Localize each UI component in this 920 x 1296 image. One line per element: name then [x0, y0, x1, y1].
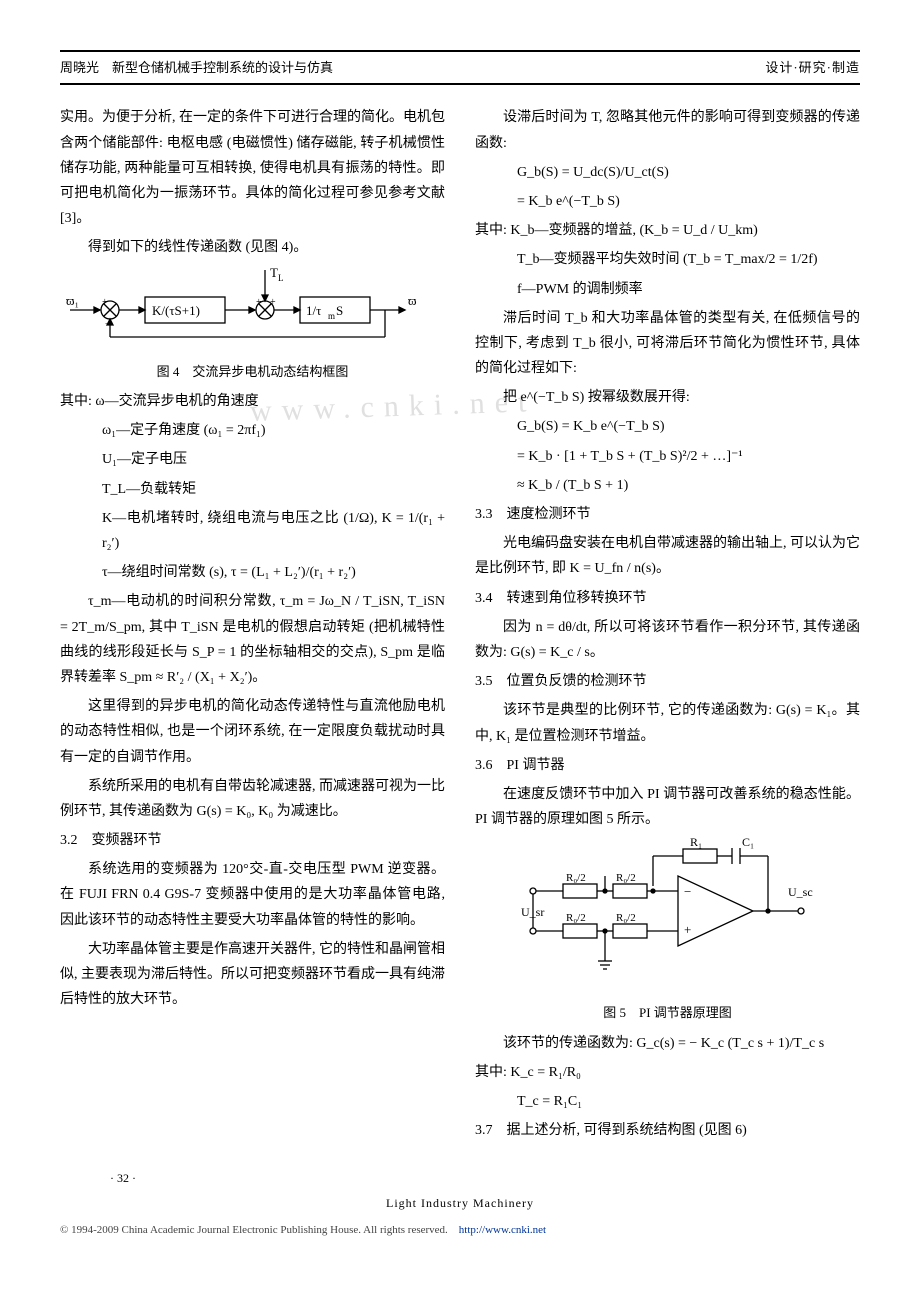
svg-text:R₀/2: R₀/2	[616, 872, 636, 884]
journal-name: Light Industry Machinery	[60, 1193, 860, 1215]
section-3-4: 3.4 转速到角位移转换环节	[475, 586, 860, 611]
svg-text:1/τ: 1/τ	[306, 303, 321, 318]
svg-text:U_sr: U_sr	[521, 905, 544, 919]
page-number: · 32 ·	[110, 1168, 860, 1190]
para: 因为 n = dθ/dt, 所以可将该环节看作一积分环节, 其传递函数为: G(…	[475, 615, 860, 665]
para: 其中: K_c = R₁/R₀	[475, 1060, 860, 1085]
para: τ—绕组时间常数 (s), τ = (L₁ + L₂′)/(r₁ + r₂′)	[102, 560, 445, 585]
para: 得到如下的线性传递函数 (见图 4)。	[60, 235, 445, 260]
section-3-6: 3.6 PI 调节器	[475, 753, 860, 778]
eq: = K_b e^(−T_b S)	[517, 189, 860, 214]
content-columns: 实用。为便于分析, 在一定的条件下可进行合理的简化。电机包含两个储能部件: 电枢…	[60, 105, 860, 1147]
section-3-5: 3.5 位置负反馈的检测环节	[475, 669, 860, 694]
svg-text:+: +	[684, 922, 691, 937]
svg-text:K/(τS+1): K/(τS+1)	[152, 303, 200, 318]
right-column: 设滞后时间为 T, 忽略其他元件的影响可得到变频器的传递函数: G_b(S) =…	[475, 105, 860, 1147]
eq: G_b(S) = K_b e^(−T_b S)	[517, 414, 860, 439]
fig4-caption: 图 4 交流异步电机动态结构框图	[60, 360, 445, 383]
svg-text:m: m	[328, 311, 335, 321]
section-3-3: 3.3 速度检测环节	[475, 502, 860, 527]
page-footer: · 32 · Light Industry Machinery © 1994-2…	[60, 1168, 860, 1241]
para: 设滞后时间为 T, 忽略其他元件的影响可得到变频器的传递函数:	[475, 105, 860, 155]
para: 大功率晶体管主要是作高速开关器件, 它的特性和晶闸管相似, 主要表现为滞后特性。…	[60, 937, 445, 1013]
para: K—电机堵转时, 绕组电流与电压之比 (1/Ω), K = 1/(r₁ + r₂…	[102, 506, 445, 556]
para: 其中: K_b—变频器的增益, (K_b = U_d / U_km)	[475, 218, 860, 243]
svg-text:T: T	[270, 265, 278, 280]
para: 其中: ω—交流异步电机的角速度	[60, 389, 445, 414]
section-3-7: 3.7 据上述分析, 可得到系统结构图 (见图 6)	[475, 1118, 860, 1143]
eq: G_b(S) = U_dc(S)/U_ct(S)	[517, 160, 860, 185]
para: T_c = R₁C₁	[517, 1089, 860, 1114]
svg-text:+: +	[270, 297, 276, 308]
svg-text:−: −	[684, 884, 691, 899]
header-left: 周晓光 新型仓储机械手控制系统的设计与仿真	[60, 56, 333, 79]
svg-text:R₁: R₁	[690, 836, 702, 849]
para: 实用。为便于分析, 在一定的条件下可进行合理的简化。电机包含两个储能部件: 电枢…	[60, 105, 445, 231]
para: 该环节的传递函数为: G_c(s) = − K_c (T_c s + 1)/T_…	[475, 1031, 860, 1056]
svg-text:L: L	[278, 273, 284, 283]
para: T_b—变频器平均失效时间 (T_b = T_max/2 = 1/2f)	[517, 247, 860, 272]
para: 光电编码盘安装在电机自带减速器的输出轴上, 可以认为它是比例环节, 即 K = …	[475, 531, 860, 581]
svg-text:ϖ: ϖ	[408, 293, 417, 308]
figure-4: + − + +	[60, 265, 420, 345]
svg-text:ϖ₁: ϖ₁	[66, 293, 79, 308]
para: 该环节是典型的比例环节, 它的传递函数为: G(s) = K₁。其中, K₁ 是…	[475, 698, 860, 748]
para: T_L—负载转矩	[102, 477, 445, 502]
para: U₁—定子电压	[102, 447, 445, 472]
svg-text:R₀/2: R₀/2	[566, 872, 586, 884]
para: 这里得到的异步电机的简化动态传递特性与直流他励电机的动态特性相似, 也是一个闭环…	[60, 694, 445, 770]
svg-text:+: +	[256, 297, 262, 308]
section-3-2: 3.2 变频器环节	[60, 828, 445, 853]
eq: ≈ K_b / (T_b S + 1)	[517, 473, 860, 498]
svg-text:U_sc: U_sc	[788, 885, 813, 899]
svg-text:+: +	[102, 297, 108, 308]
para: 在速度反馈环节中加入 PI 调节器可改善系统的稳态性能。PI 调节器的原理如图 …	[475, 782, 860, 832]
fig5-caption: 图 5 PI 调节器原理图	[475, 1001, 860, 1024]
page-header: 周晓光 新型仓储机械手控制系统的设计与仿真 设计·研究·制造	[60, 50, 860, 85]
copyright: © 1994-2009 China Academic Journal Elect…	[60, 1221, 860, 1241]
eq: = K_b · [1 + T_b S + (T_b S)²/2 + …]⁻¹	[517, 444, 860, 469]
svg-text:R₀/2: R₀/2	[616, 912, 636, 924]
para: 系统所采用的电机有自带齿轮减速器, 而减速器可视为一比例环节, 其传递函数为 G…	[60, 774, 445, 824]
figure-5: − +	[518, 836, 818, 986]
svg-text:C₁: C₁	[742, 836, 754, 849]
cnki-link[interactable]: http://www.cnki.net	[459, 1224, 546, 1236]
para: τ_m—电动机的时间积分常数, τ_m = Jω_N / T_iSN, T_iS…	[60, 589, 445, 690]
svg-text:S: S	[336, 303, 343, 318]
left-column: 实用。为便于分析, 在一定的条件下可进行合理的简化。电机包含两个储能部件: 电枢…	[60, 105, 445, 1147]
svg-text:R₀/2: R₀/2	[566, 912, 586, 924]
header-right: 设计·研究·制造	[765, 56, 860, 79]
para: f—PWM 的调制频率	[517, 277, 860, 302]
para: 滞后时间 T_b 和大功率晶体管的类型有关, 在低频信号的控制下, 考虑到 T_…	[475, 306, 860, 382]
para: ω₁—定子角速度 (ω₁ = 2πf₁)	[102, 418, 445, 443]
para: 系统选用的变频器为 120°交-直-交电压型 PWM 逆变器。在 FUJI FR…	[60, 857, 445, 933]
para: 把 e^(−T_b S) 按幂级数展开得:	[475, 385, 860, 410]
